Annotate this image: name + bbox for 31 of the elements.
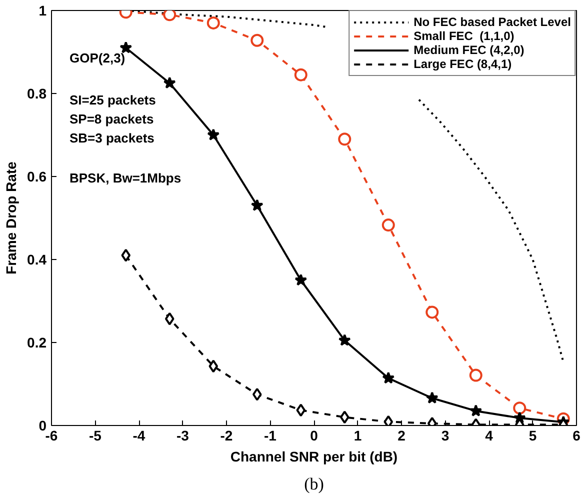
y-tick-label: 1 xyxy=(38,2,47,18)
legend-label: Medium FEC (4,2,0) xyxy=(414,43,524,57)
annotation: SB=3 packets xyxy=(70,130,154,146)
annotation: GOP(2,3) xyxy=(70,50,126,66)
legend-label: No FEC based Packet Level xyxy=(414,15,571,29)
y-axis-title: Frame Drop Rate xyxy=(3,161,20,274)
y-tick-label: 0.6 xyxy=(27,168,47,184)
annotation: BPSK, Bw=1Mbps xyxy=(70,170,182,186)
x-tick-label: 5 xyxy=(528,428,537,444)
x-tick-label: 3 xyxy=(441,428,450,444)
x-tick-label: 1 xyxy=(354,428,362,444)
annotation: SP=8 packets xyxy=(70,112,154,126)
y-tick-label: 0.2 xyxy=(27,334,47,350)
legend-label: Large FEC (8,4,1) xyxy=(414,57,512,71)
x-tick-label: -6 xyxy=(45,428,58,444)
x-tick-label: -5 xyxy=(89,428,102,444)
x-tick-label: -1 xyxy=(264,428,277,444)
x-tick-label: 0 xyxy=(310,428,318,444)
annotation: SI=25 packets xyxy=(70,92,156,108)
y-tick-label: 0.4 xyxy=(27,252,47,268)
y-tick-label: 0 xyxy=(38,418,47,434)
text: (b) xyxy=(304,474,324,494)
x-tick-label: -2 xyxy=(220,428,233,444)
legend-label: Small FEC (1,1,0) xyxy=(414,29,514,43)
x-tick-label: -4 xyxy=(132,428,146,444)
x-tick-label: -3 xyxy=(176,428,190,444)
x-axis-title: Channel SNR per bit (dB) xyxy=(230,448,398,464)
x-tick-label: 4 xyxy=(485,428,494,444)
x-tick-label: 2 xyxy=(398,428,406,444)
y-tick-label: 0.8 xyxy=(27,86,47,102)
x-tick-label: 6 xyxy=(572,428,581,444)
